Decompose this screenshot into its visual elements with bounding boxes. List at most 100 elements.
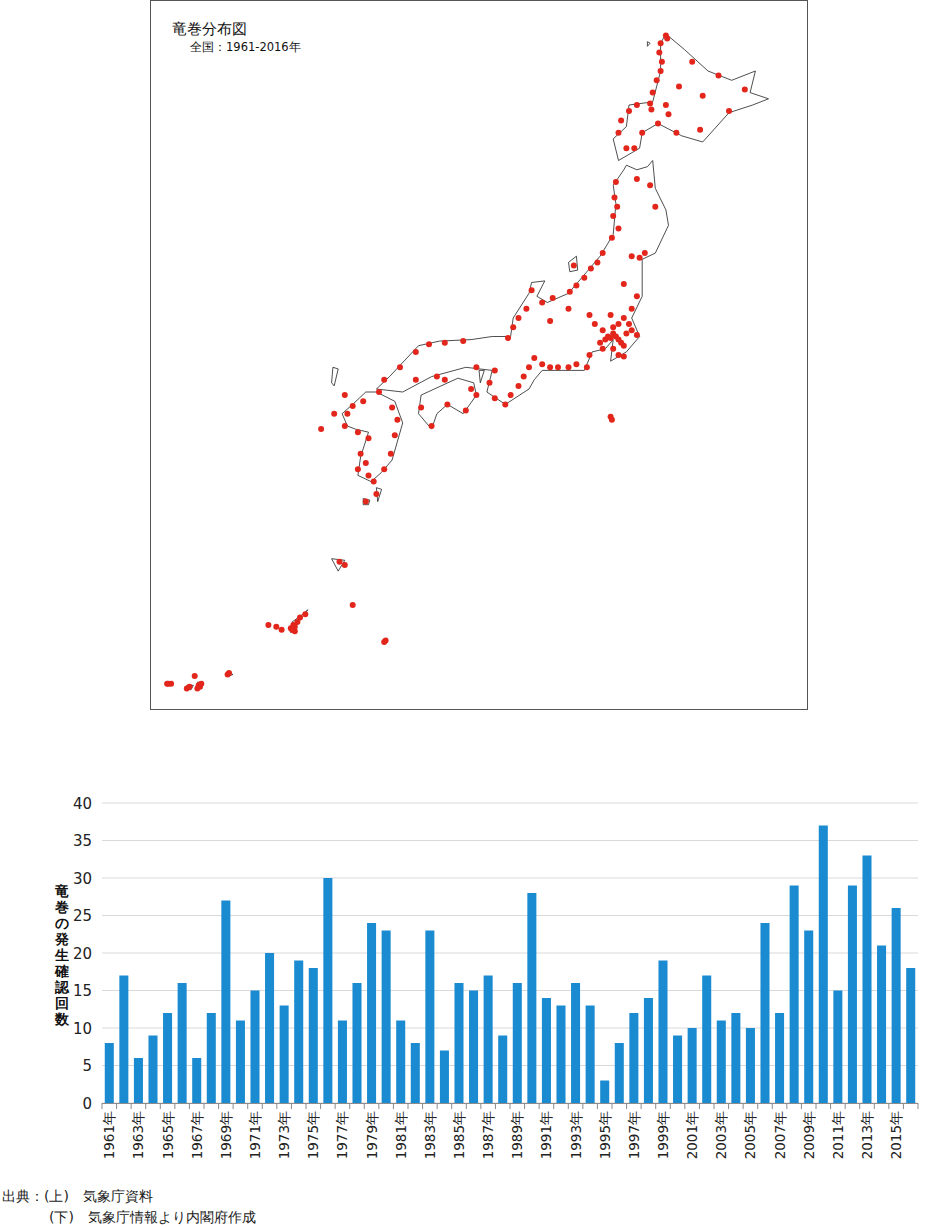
- tornado-point: [366, 435, 372, 441]
- tornado-point: [413, 377, 419, 383]
- bar: [688, 1028, 697, 1103]
- x-tick-label: 1987年: [480, 1111, 496, 1159]
- map-frame: [151, 1, 808, 710]
- x-tick: [466, 1103, 467, 1109]
- tornado-point: [600, 250, 606, 256]
- tornado-point: [659, 59, 665, 65]
- tornado-point: [337, 559, 343, 565]
- tornado-point: [566, 306, 572, 312]
- x-tick: [568, 1103, 569, 1109]
- tornado-point: [350, 602, 356, 608]
- x-tick-label: 2001年: [684, 1111, 700, 1159]
- tornado-point: [592, 321, 598, 327]
- tornado-point: [634, 176, 640, 182]
- x-tick: [204, 1103, 205, 1109]
- x-tick-label: 1971年: [247, 1111, 263, 1159]
- tornado-point: [164, 681, 170, 687]
- bar: [862, 856, 871, 1104]
- tornado-point: [614, 204, 620, 210]
- tornado-point: [487, 380, 493, 386]
- bar: [615, 1043, 624, 1103]
- tornado-point: [473, 364, 479, 370]
- tornado-point: [621, 281, 627, 287]
- tornado-point: [634, 332, 640, 338]
- bar: [731, 1013, 740, 1103]
- x-tick: [830, 1103, 831, 1109]
- source-line: 出典：(上) 気象庁資料: [2, 1188, 153, 1204]
- bar: [352, 983, 361, 1103]
- y-axis-label-char: 発: [54, 931, 69, 947]
- grid-line: [102, 803, 918, 804]
- tornado-point: [621, 343, 627, 349]
- tornado-point: [584, 364, 590, 370]
- tornado-point: [521, 374, 527, 380]
- tornado-point: [371, 479, 377, 485]
- bar: [833, 991, 842, 1104]
- x-tick: [116, 1103, 117, 1109]
- tornado-point: [463, 408, 469, 414]
- tornado-points: [164, 33, 748, 692]
- bar: [586, 1006, 595, 1104]
- tornado-point: [539, 361, 545, 367]
- bar: [556, 1006, 565, 1104]
- coastline: [332, 367, 339, 386]
- tornado-point: [426, 341, 432, 347]
- x-tick: [772, 1103, 773, 1109]
- bar: [425, 931, 434, 1104]
- tornado-point: [184, 685, 190, 691]
- tornado-point: [652, 204, 658, 210]
- bar: [717, 1021, 726, 1104]
- tornado-point: [297, 614, 303, 620]
- y-axis-label: 竜巻の発生確認回数: [54, 883, 70, 1027]
- bar: [105, 1043, 114, 1103]
- bar: [644, 998, 653, 1103]
- y-tick-label: 25: [73, 907, 92, 925]
- tornado-point: [597, 340, 603, 346]
- bar: [440, 1051, 449, 1104]
- x-tick-label: 2015年: [888, 1111, 904, 1159]
- bar: [119, 976, 128, 1104]
- bar: [192, 1058, 201, 1103]
- tornado-point: [529, 287, 535, 293]
- x-tick: [247, 1103, 248, 1109]
- x-tick: [408, 1103, 409, 1109]
- tornado-point: [273, 624, 279, 630]
- y-axis-label-char: 生: [54, 947, 69, 963]
- bar: [221, 901, 230, 1104]
- x-tick-label: 2003年: [713, 1111, 729, 1159]
- x-tick: [233, 1103, 234, 1109]
- tornado-point: [609, 235, 615, 241]
- grid-line: [102, 840, 918, 841]
- y-tick-label: 35: [73, 832, 92, 850]
- tornado-point: [516, 315, 522, 321]
- tornado-point: [366, 472, 372, 478]
- tornado-point: [516, 383, 522, 389]
- x-tick: [670, 1103, 671, 1109]
- x-tick: [393, 1103, 394, 1109]
- y-axis-label-char: 竜: [54, 883, 69, 899]
- x-tick: [888, 1103, 889, 1109]
- y-axis-label-char: 回: [55, 995, 69, 1011]
- x-tick-label: 1985年: [451, 1111, 467, 1159]
- x-tick: [684, 1103, 685, 1109]
- y-tick-label: 30: [73, 870, 92, 888]
- tornado-point: [647, 100, 653, 106]
- tornado-point: [621, 315, 627, 321]
- tornado-point: [198, 681, 204, 687]
- tornado-point: [531, 355, 537, 361]
- tornado-point: [616, 321, 622, 327]
- x-tick: [641, 1103, 642, 1109]
- bar: [454, 983, 463, 1103]
- x-tick: [262, 1103, 263, 1109]
- bar: [877, 946, 886, 1104]
- bar: [280, 1006, 289, 1104]
- tornado-point: [629, 253, 635, 259]
- tornado-point: [639, 130, 645, 136]
- x-tick: [612, 1103, 613, 1109]
- x-tick-label: 1979年: [364, 1111, 380, 1159]
- tornado-point: [397, 364, 403, 370]
- x-tick-label: 2007年: [772, 1111, 788, 1159]
- x-tick: [524, 1103, 525, 1109]
- bars: [105, 826, 915, 1104]
- bar: [265, 953, 274, 1103]
